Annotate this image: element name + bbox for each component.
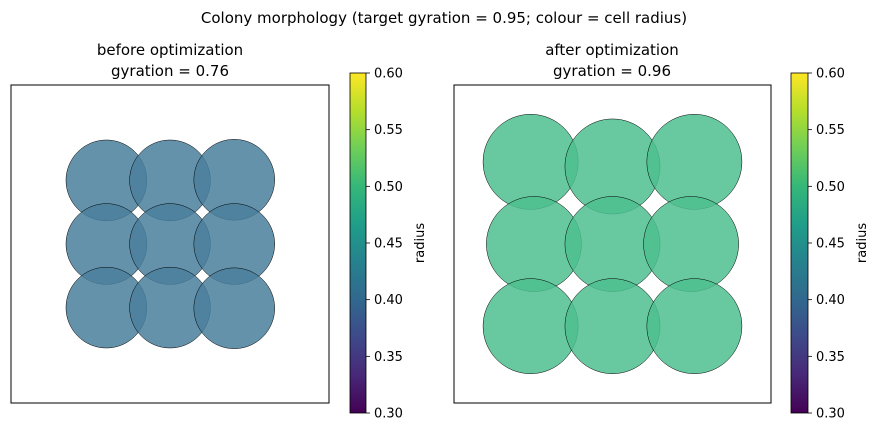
- cell-9: [193, 267, 275, 349]
- panel-after: after optimization gyration = 0.96 0.300…: [453, 41, 870, 422]
- cells-layer: [482, 114, 743, 374]
- plot-frame: [453, 84, 772, 404]
- colorbar-tick-label: 0.35: [816, 350, 845, 365]
- colorbar-tick-label: 0.50: [816, 180, 845, 195]
- colorbar-tick-label: 0.60: [816, 67, 845, 82]
- colorbar-tick-label: 0.55: [816, 123, 845, 138]
- colorbar-tick-label: 0.45: [374, 237, 403, 252]
- colorbar-tick-label: 0.40: [374, 293, 403, 308]
- colorbar: 0.30 0.35 0.40 0.45 0.50 0.55 0.60 radius: [349, 67, 428, 422]
- colorbar-label: radius: [855, 223, 870, 263]
- colorbar-ticks: 0.30 0.35 0.40 0.45 0.50 0.55 0.60: [808, 67, 845, 422]
- colorbar-tick-label: 0.45: [816, 237, 845, 252]
- cell-9: [646, 278, 743, 374]
- cell-3: [646, 114, 743, 210]
- panel-title-line2: gyration = 0.76: [111, 62, 229, 80]
- panel-before: before optimization gyration = 0.76 0.30…: [10, 41, 428, 422]
- panel-title-line2: gyration = 0.96: [553, 62, 671, 80]
- cell-8: [564, 278, 661, 374]
- colorbar-gradient: [790, 72, 809, 414]
- cells-layer: [65, 139, 275, 349]
- colorbar-tick-label: 0.55: [374, 123, 403, 138]
- figure-title: Colony morphology (target gyration = 0.9…: [201, 9, 687, 27]
- cell-1: [482, 114, 579, 210]
- colorbar-tick-label: 0.30: [374, 407, 403, 422]
- colorbar-tick-label: 0.30: [816, 407, 845, 422]
- panel-title-line1: before optimization: [97, 41, 243, 59]
- plot-frame: [10, 84, 330, 404]
- colorbar-tick-label: 0.50: [374, 180, 403, 195]
- colorbar-tick-label: 0.40: [816, 293, 845, 308]
- panel-title-line1: after optimization: [545, 41, 679, 59]
- cell-6: [643, 196, 739, 292]
- colorbar-gradient: [349, 72, 367, 414]
- colorbar-ticks: 0.30 0.35 0.40 0.45 0.50 0.55 0.60: [366, 67, 403, 422]
- cell-7: [482, 278, 579, 374]
- colorbar: 0.30 0.35 0.40 0.45 0.50 0.55 0.60 radius: [790, 67, 870, 422]
- colorbar-tick-label: 0.35: [374, 350, 403, 365]
- colorbar-tick-label: 0.60: [374, 67, 403, 82]
- colorbar-label: radius: [413, 223, 428, 263]
